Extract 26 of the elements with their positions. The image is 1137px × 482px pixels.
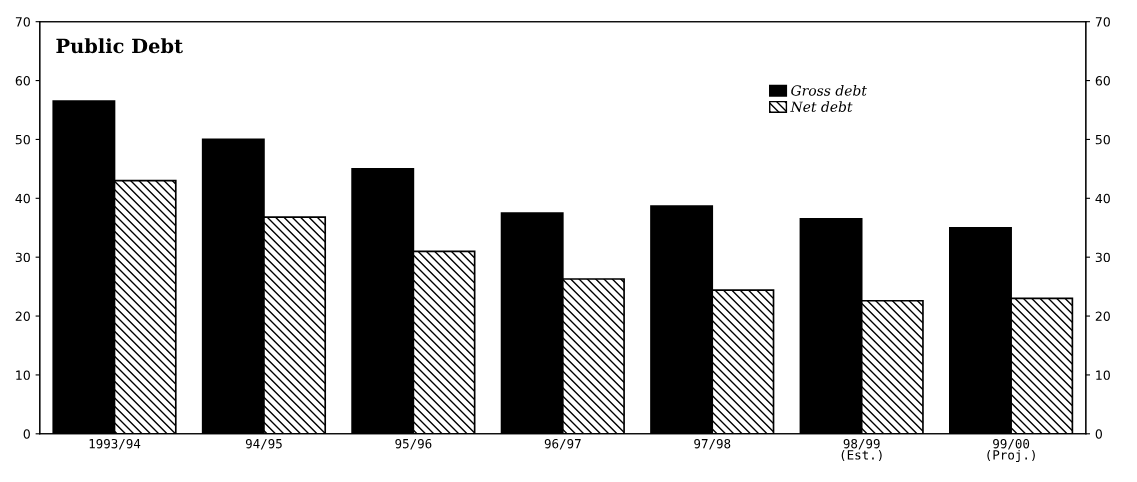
y2-tick-label: 10 bbox=[1096, 370, 1110, 380]
y2-tick-label: 40 bbox=[1095, 193, 1110, 204]
x-tick-label: 98/99 (Est.) bbox=[841, 438, 882, 462]
y2-tick-label: 20 bbox=[1095, 311, 1110, 321]
y2-tick-label: 50 bbox=[1095, 134, 1110, 145]
y-tick-label: 50 bbox=[15, 134, 30, 145]
x-tick-label: 95/96 bbox=[395, 438, 432, 450]
x-tick-label: 97/98 bbox=[694, 438, 731, 450]
y-tick-label: 30 bbox=[15, 252, 30, 263]
y-tick-label: 60 bbox=[15, 76, 30, 86]
y2-tick-label: 70 bbox=[1095, 17, 1110, 27]
y-tick-label: 20 bbox=[15, 311, 30, 321]
y2-tick-label: 60 bbox=[1095, 76, 1110, 86]
x-tick-label: 94/95 bbox=[245, 438, 282, 450]
y-tick-label: 40 bbox=[15, 193, 30, 204]
x-tick-label: 96/97 bbox=[544, 438, 581, 450]
y-tick-label: 0 bbox=[23, 429, 30, 439]
legend-label: Net debt bbox=[790, 101, 853, 112]
y-tick-label: 10 bbox=[16, 370, 30, 380]
legend-label: Gross debt bbox=[791, 84, 867, 96]
text: Public Debt bbox=[56, 38, 183, 54]
x-tick-label: 1993/94 bbox=[89, 438, 141, 450]
y2-tick-label: 0 bbox=[1095, 429, 1102, 439]
y-tick-label: 70 bbox=[15, 17, 30, 27]
y2-tick-label: 30 bbox=[1095, 252, 1110, 263]
x-tick-label: 99/00 (Proj.) bbox=[987, 438, 1035, 463]
